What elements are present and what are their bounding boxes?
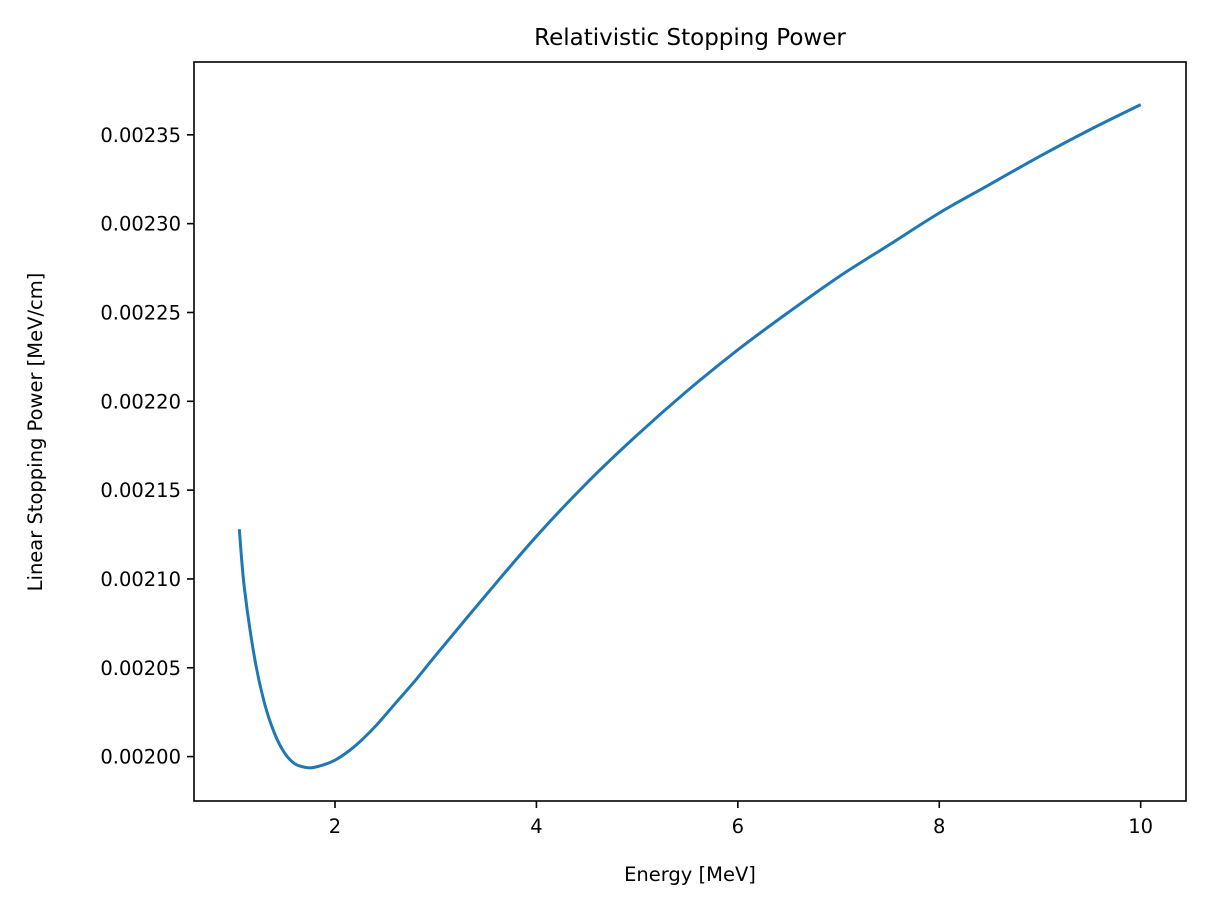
y-tick-label: 0.00205: [100, 657, 181, 680]
y-tick-label: 0.00200: [100, 746, 181, 769]
y-tick-label: 0.00215: [100, 479, 181, 502]
x-tick-label: 8: [933, 815, 945, 838]
x-tick-label: 10: [1128, 815, 1153, 838]
x-tick-label: 6: [732, 815, 744, 838]
series-line: [237, 103, 1142, 770]
x-tick-label: 4: [530, 815, 542, 838]
plot-frame: [193, 61, 1187, 802]
y-tick-label: 0.00235: [100, 124, 181, 147]
x-axis-ticks: 2 4 6 8 10: [329, 801, 1153, 838]
chart-title: Relativistic Stopping Power: [534, 25, 846, 51]
y-tick-label: 0.00230: [100, 213, 181, 236]
y-axis-label: Linear Stopping Power [MeV/cm]: [24, 273, 47, 592]
series-layer: [237, 103, 1142, 770]
y-tick-label: 0.00220: [100, 390, 181, 413]
x-tick-label: 2: [329, 815, 341, 838]
y-axis-ticks: 0.00200 0.00205 0.00210 0.00215 0.00220 0.002…: [100, 124, 194, 769]
y-tick-label: 0.00225: [100, 301, 181, 324]
x-axis-label: Energy [MeV]: [624, 863, 756, 886]
y-tick-label: 0.00210: [100, 568, 181, 591]
